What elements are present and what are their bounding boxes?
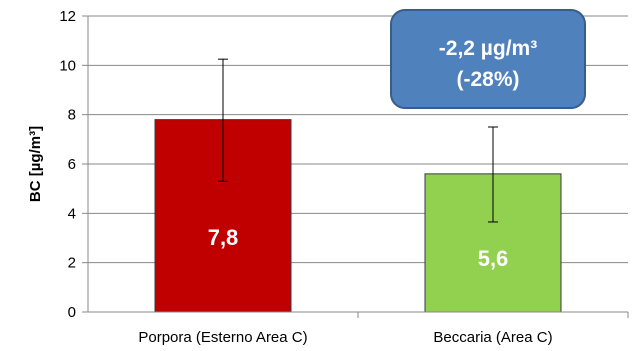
y-tick-label-10: 10 <box>59 57 76 74</box>
x-category-labels: Porpora (Esterno Area C) Beccaria (Area C… <box>138 329 552 346</box>
y-tick-label-2: 2 <box>68 255 76 272</box>
y-tick-label-12: 12 <box>59 8 76 25</box>
bar-value-label-0: 7,8 <box>208 225 239 250</box>
bars: 7,8 5,6 <box>154 58 562 313</box>
callout-box <box>390 9 586 109</box>
y-tick-label-6: 6 <box>68 156 76 173</box>
difference-callout: -2,2 µg/m³ (-28%) <box>390 9 586 109</box>
y-tick-label-8: 8 <box>68 107 76 124</box>
bar-value-label-1: 5,6 <box>478 246 509 271</box>
callout-line-1: -2,2 µg/m³ <box>439 37 537 60</box>
y-tick-label-0: 0 <box>68 304 76 321</box>
callout-line-2: (-28%) <box>456 68 519 91</box>
x-category-label-0: Porpora (Esterno Area C) <box>138 329 307 346</box>
y-axis-label: BC [µg/m³] <box>27 126 44 202</box>
y-tick-label-4: 4 <box>68 205 76 222</box>
y-tick-labels: 0 2 4 6 8 10 12 <box>59 8 76 321</box>
x-category-label-1: Beccaria (Area C) <box>433 329 552 346</box>
axes <box>82 15 629 318</box>
